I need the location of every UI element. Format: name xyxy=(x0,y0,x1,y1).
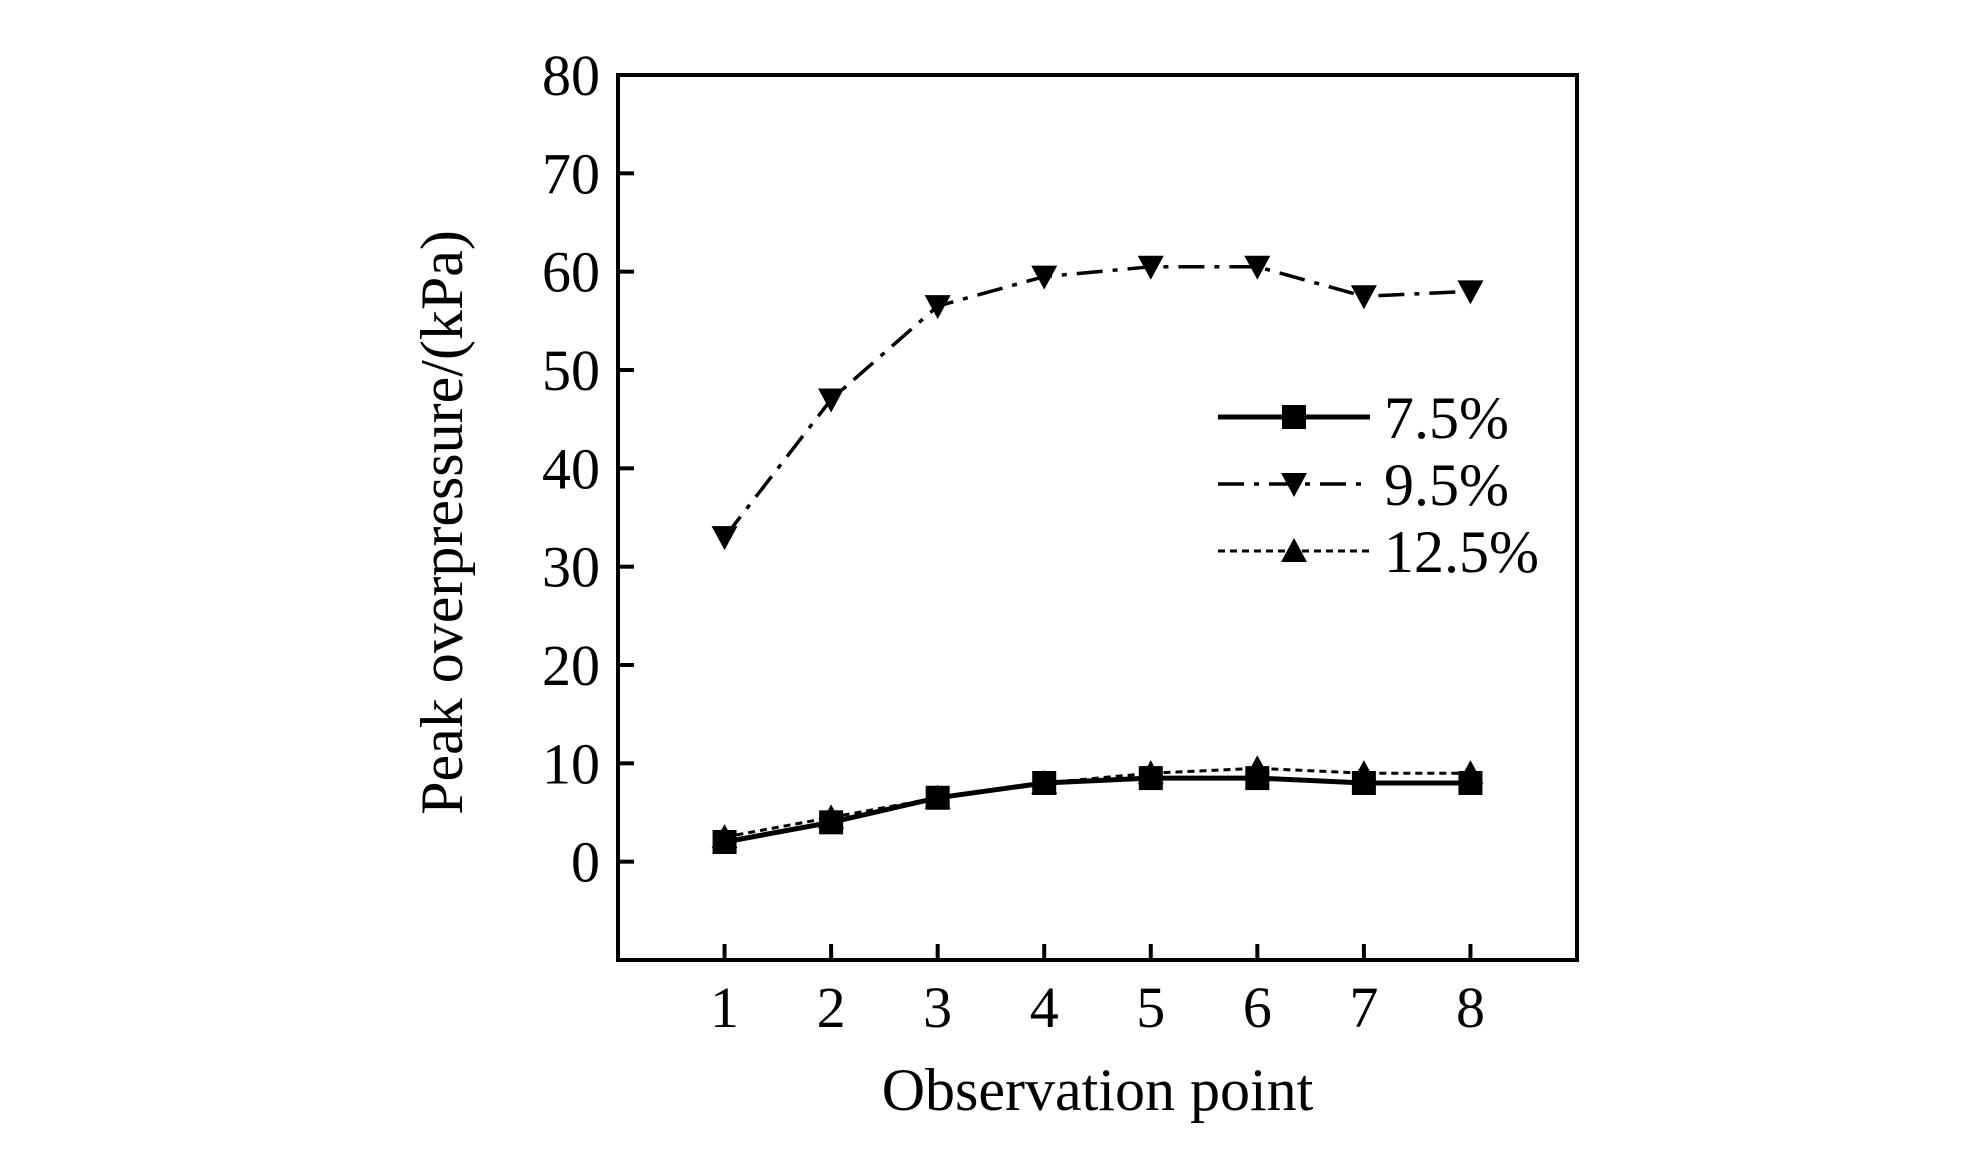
y-tick-label: 30 xyxy=(542,535,600,600)
y-axis-title: Peak overpressure/(kPa) xyxy=(409,230,475,815)
x-tick-label: 4 xyxy=(1030,975,1059,1040)
series-line xyxy=(723,265,1471,539)
y-tick-label: 40 xyxy=(542,436,600,501)
series-9-5- xyxy=(711,255,1484,551)
data-point xyxy=(1245,766,1270,791)
data-point xyxy=(1138,766,1163,791)
x-tick-label: 1 xyxy=(710,975,739,1040)
x-tick-label: 2 xyxy=(817,975,846,1040)
data-point xyxy=(818,388,845,413)
data-point xyxy=(711,526,738,551)
legend: 7.5%9.5%12.5% xyxy=(1218,385,1539,585)
x-axis-title: Observation point xyxy=(882,1057,1314,1123)
data-point xyxy=(1458,771,1483,795)
y-tick-label: 10 xyxy=(542,731,600,796)
data-point xyxy=(1350,285,1377,310)
y-tick-label: 20 xyxy=(542,633,600,698)
y-tick-label: 60 xyxy=(542,240,600,305)
y-tick-label: 0 xyxy=(571,830,600,895)
data-point xyxy=(1031,265,1058,290)
data-point xyxy=(925,785,950,810)
data-point xyxy=(712,830,737,854)
y-tick-label: 70 xyxy=(542,141,600,206)
plot-series xyxy=(711,255,1484,854)
legend-label: 12.5% xyxy=(1384,519,1539,585)
x-tick-label: 3 xyxy=(923,975,952,1040)
legend-marker xyxy=(1282,405,1306,429)
series-line xyxy=(724,775,1471,845)
data-point xyxy=(1351,771,1376,795)
data-point xyxy=(1457,280,1484,305)
x-tick-label: 5 xyxy=(1136,975,1165,1040)
legend-marker xyxy=(1281,473,1307,497)
x-tick-label: 7 xyxy=(1349,975,1378,1040)
data-point xyxy=(924,295,951,320)
x-tick-label: 6 xyxy=(1243,975,1272,1040)
data-point xyxy=(819,810,844,835)
data-point xyxy=(1137,255,1164,280)
data-point xyxy=(1244,255,1271,280)
y-tick-label: 50 xyxy=(542,338,600,403)
y-tick-label: 80 xyxy=(542,43,600,108)
axes: 0 10 20 30 40 50 60 70 80 1 2 3 4 5 6 7 8 xyxy=(542,43,1579,1040)
data-point xyxy=(1032,771,1057,795)
legend-label: 7.5% xyxy=(1384,385,1509,451)
legend-marker xyxy=(1281,538,1307,562)
plot-frame xyxy=(616,73,1579,962)
x-tick-label: 8 xyxy=(1456,975,1485,1040)
series-7-5- xyxy=(712,766,1483,854)
legend-label: 9.5% xyxy=(1384,452,1509,518)
